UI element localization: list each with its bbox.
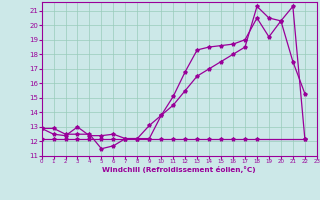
X-axis label: Windchill (Refroidissement éolien,°C): Windchill (Refroidissement éolien,°C) xyxy=(102,166,256,173)
